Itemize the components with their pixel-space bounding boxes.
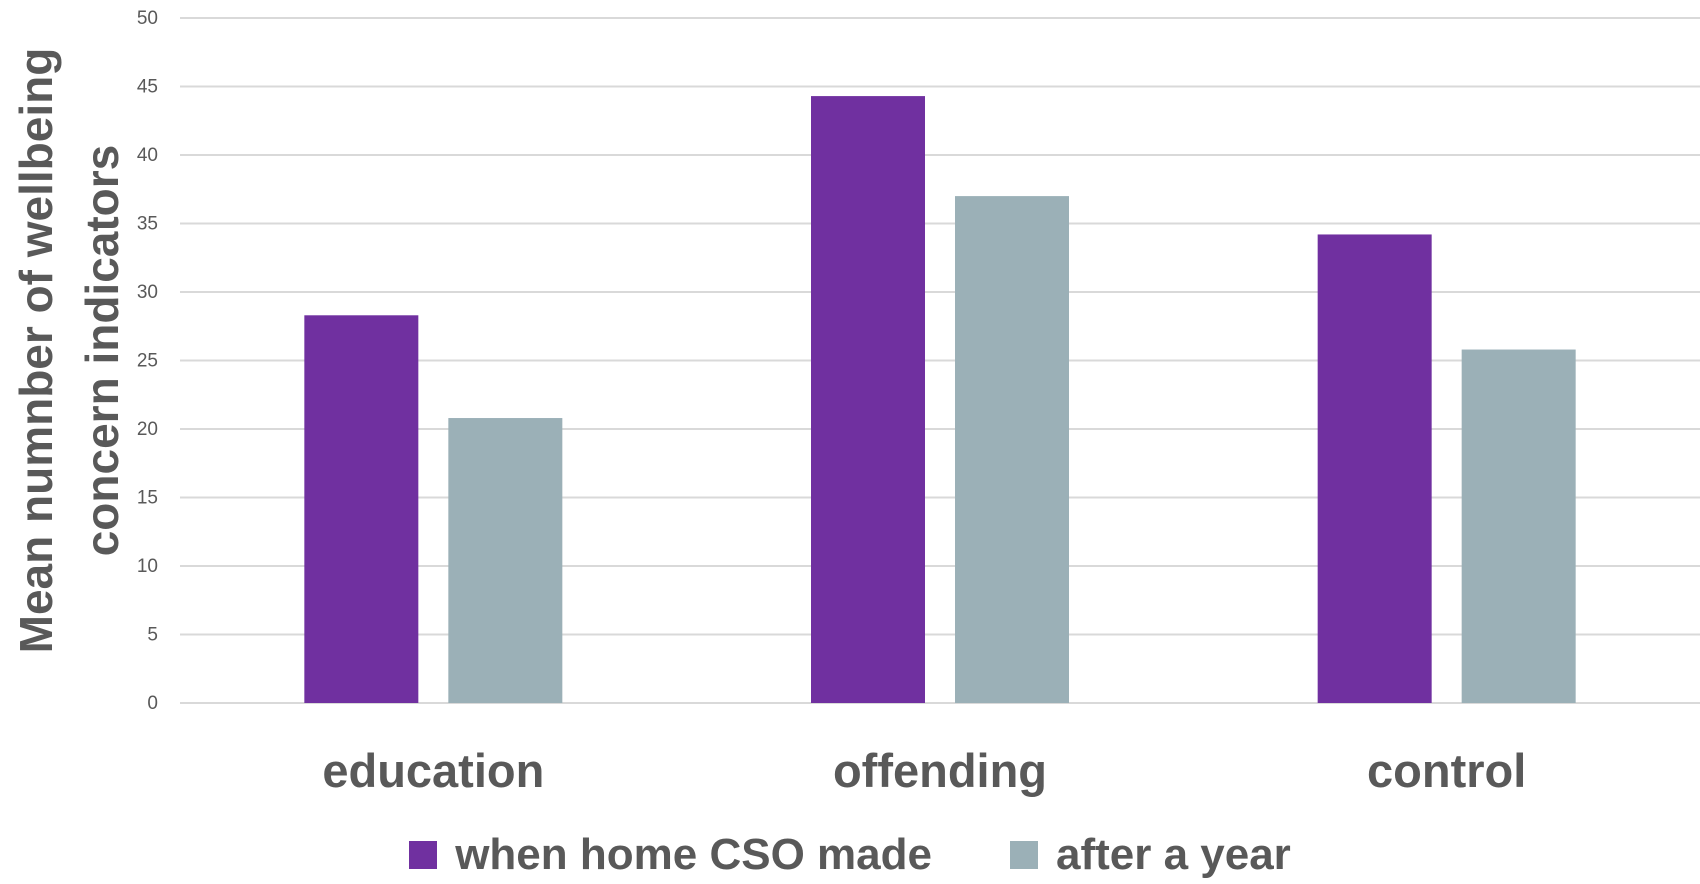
y-tick-label: 50	[137, 8, 158, 29]
legend-label: when home CSO made	[455, 830, 932, 879]
legend-label: after a year	[1055, 830, 1291, 879]
y-tick-label: 20	[137, 419, 158, 440]
bar-offending-initial	[811, 96, 925, 704]
x-category-label: offending	[833, 744, 1047, 797]
y-tick-label: 15	[137, 488, 158, 509]
bar-chart: 0 5 10 15 20 25 30 35 40 45 50 education offending co…	[10, 8, 1700, 797]
legend-swatch	[409, 841, 438, 869]
x-category-label: control	[1367, 744, 1526, 797]
y-tick-label: 35	[137, 214, 158, 235]
y-axis-title: concern indicators	[76, 145, 128, 557]
legend-swatch	[1009, 841, 1038, 869]
y-tick-label: 5	[147, 625, 158, 646]
y-axis-title: Mean numnber of wellbeing	[10, 48, 62, 654]
y-tick-label: 10	[137, 556, 158, 577]
x-category-label: education	[322, 744, 544, 797]
y-tick-label: 30	[137, 282, 158, 303]
y-tick-label: 0	[147, 693, 158, 714]
bar-education-after-year	[448, 418, 563, 703]
legend-item: after a year	[1009, 830, 1291, 879]
bar-offending-after-year	[955, 196, 1069, 703]
chart-legend: when home CSO made after a year	[0, 826, 1700, 884]
bar-control-initial	[1317, 234, 1432, 703]
y-tick-label: 40	[137, 145, 158, 166]
legend-item: when home CSO made	[409, 833, 932, 877]
bar-control-after-year	[1461, 349, 1576, 703]
y-tick-label: 25	[137, 351, 158, 372]
bar-education-initial	[304, 315, 419, 703]
y-tick-label: 45	[137, 77, 158, 98]
